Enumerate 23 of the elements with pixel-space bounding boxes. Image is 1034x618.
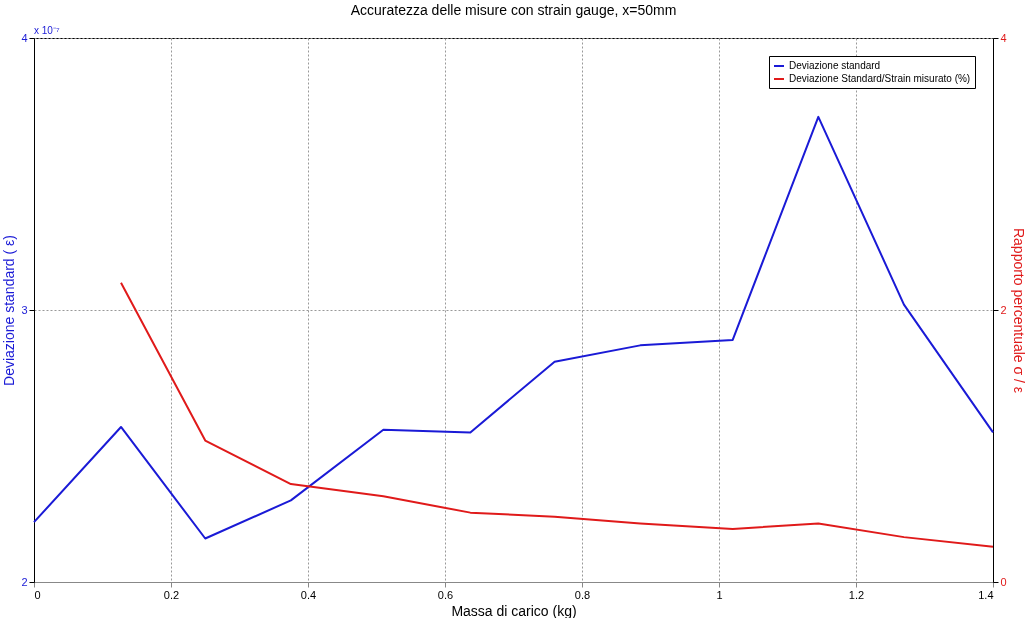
y-tick-label: 3 [21, 303, 28, 316]
x-tick-label: 0.6 [437, 588, 454, 601]
chart-title: Accuratezza delle misure con strain gauge, x=50mm [350, 2, 677, 18]
line-series [120, 281, 994, 548]
x-tick-label: 1 [716, 588, 723, 601]
y-tick-label: 4 [21, 31, 28, 44]
line-series [33, 115, 994, 540]
legend-label: Deviazione standard [789, 60, 881, 71]
x-tick-label: 1.2 [848, 588, 865, 601]
x-tick-label: 0.2 [163, 588, 180, 601]
y-axis-title: Deviazione standard ( ε) [1, 235, 18, 386]
y2-axis-title: Rapporto percentuale σ / ε [1010, 227, 1027, 394]
x-tick-label: 0 [34, 588, 41, 601]
x-tick-label: 1.4 [978, 588, 994, 601]
x-tick-label: 0.8 [574, 588, 591, 601]
text: x 10⁻⁷ [34, 25, 60, 36]
legend-label: Deviazione Standard/Strain misurato (%) [789, 73, 971, 84]
y2-tick-label: 2 [1000, 303, 1007, 316]
y2-tick-label: 0 [1000, 575, 1007, 588]
x-tick-label: 0.4 [300, 588, 317, 601]
y2-tick-label: 4 [1000, 31, 1007, 44]
x-axis-title: Massa di carico (kg) [451, 602, 577, 618]
y-tick-label: 2 [21, 575, 28, 588]
